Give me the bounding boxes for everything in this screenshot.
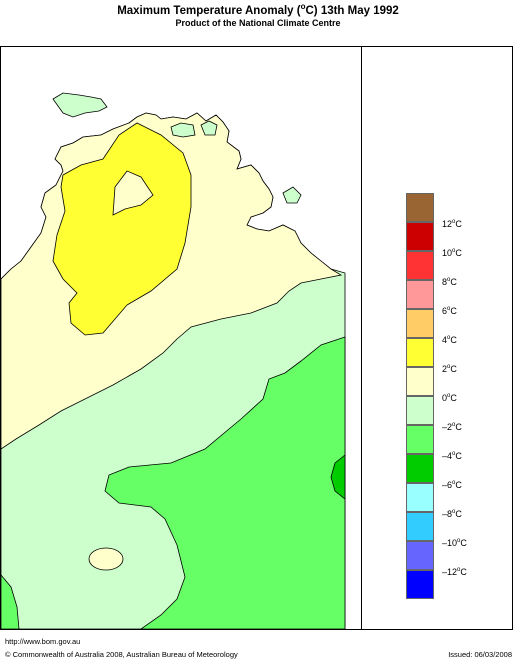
legend-bar bbox=[406, 193, 434, 599]
legend-swatch bbox=[406, 425, 434, 454]
title-degree-mark: o bbox=[300, 2, 306, 11]
legend-label: –6oC bbox=[442, 480, 462, 490]
legend-swatch bbox=[406, 251, 434, 280]
legend-label: 10oC bbox=[442, 248, 462, 258]
copyright-notice: © Commonwealth of Australia 2008, Austra… bbox=[5, 650, 238, 659]
island-east bbox=[282, 186, 302, 204]
legend-label: 8oC bbox=[442, 277, 457, 287]
legend-swatch bbox=[406, 512, 434, 541]
anomaly-hole-0-to-2 bbox=[112, 170, 154, 216]
legend-swatch bbox=[406, 309, 434, 338]
frame-divider bbox=[361, 46, 362, 630]
map-title: Maximum Temperature Anomaly (oC) 13th Ma… bbox=[0, 0, 516, 18]
legend-label: 2oC bbox=[442, 364, 457, 374]
title-text-prefix: Maximum Temperature Anomaly ( bbox=[117, 4, 301, 17]
legend-label: –8oC bbox=[442, 509, 462, 519]
anomaly-band-minus6-to-minus4 bbox=[330, 454, 346, 500]
legend-label: 4oC bbox=[442, 335, 457, 345]
legend-swatch bbox=[406, 193, 434, 222]
island-groote bbox=[200, 120, 218, 136]
map-subtitle: Product of the National Climate Centre bbox=[175, 18, 341, 28]
legend-label: –12oC bbox=[442, 567, 467, 577]
issue-date: Issued: 06/03/2008 bbox=[448, 650, 512, 659]
legend-label: 6oC bbox=[442, 306, 457, 316]
source-url[interactable]: http://www.bom.gov.au bbox=[5, 637, 81, 646]
title-text-suffix: C) 13th May 1992 bbox=[305, 4, 399, 17]
legend-swatch bbox=[406, 222, 434, 251]
legend-label: –10oC bbox=[442, 538, 467, 548]
legend-swatch bbox=[406, 396, 434, 425]
legend-swatch bbox=[406, 367, 434, 396]
legend-label: –4oC bbox=[442, 451, 462, 461]
anomaly-map bbox=[1, 92, 346, 629]
legend-swatch bbox=[406, 280, 434, 309]
legend-swatch bbox=[406, 570, 434, 599]
map-frame bbox=[0, 46, 513, 630]
legend-label: 12oC bbox=[442, 219, 462, 229]
legend-label: 0oC bbox=[442, 393, 457, 403]
anomaly-strip-minus4-to-minus2 bbox=[1, 574, 20, 629]
legend-label: –2oC bbox=[442, 422, 462, 432]
anomaly-band-minus4-to-minus2 bbox=[104, 336, 346, 629]
island-tiwi bbox=[52, 92, 108, 118]
anomaly-blob-0-to-2 bbox=[88, 547, 124, 571]
legend-swatch bbox=[406, 338, 434, 367]
anomaly-band-2-to-4 bbox=[52, 122, 192, 336]
island-small bbox=[170, 122, 196, 138]
legend-swatch bbox=[406, 541, 434, 570]
legend-swatch bbox=[406, 483, 434, 512]
legend-swatch bbox=[406, 454, 434, 483]
